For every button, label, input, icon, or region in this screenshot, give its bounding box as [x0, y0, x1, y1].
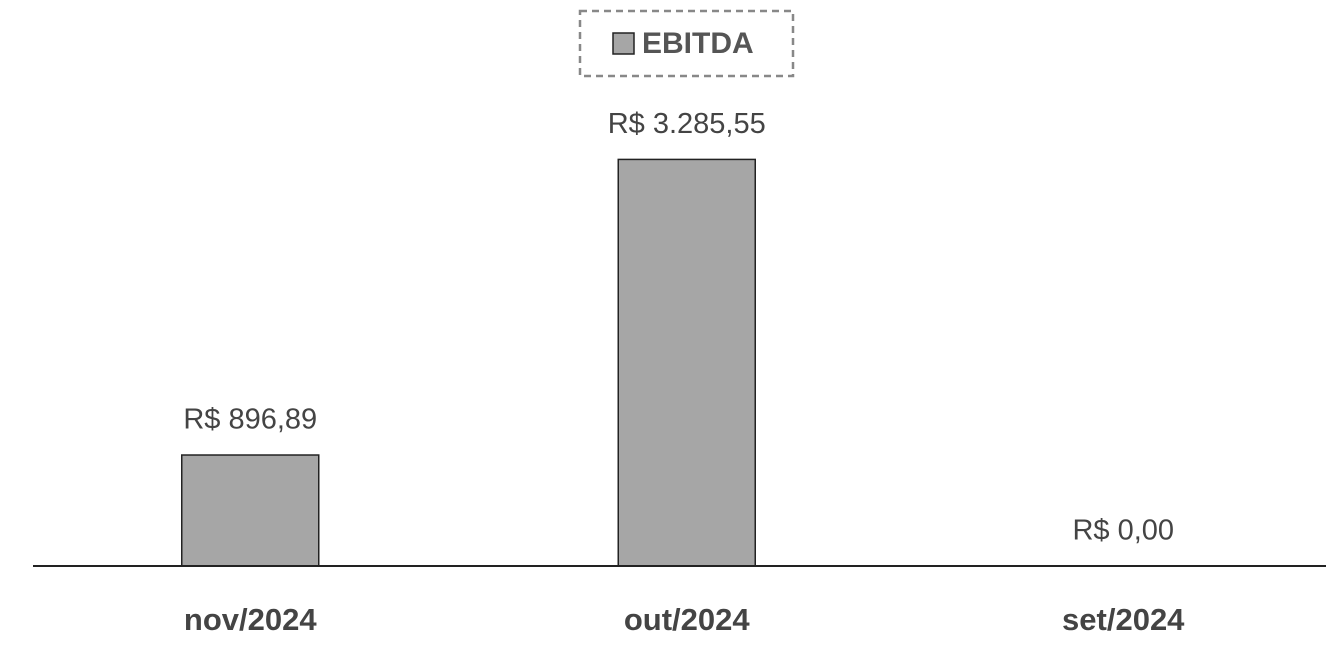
legend-box: [578, 9, 795, 78]
value-label: R$ 0,00: [1072, 515, 1174, 547]
value-label: R$ 896,89: [183, 404, 317, 436]
legend-label: EBITDA: [642, 27, 754, 60]
x-tick-label: out/2024: [624, 602, 751, 637]
x-tick-label: set/2024: [1062, 602, 1185, 637]
bar: [181, 454, 320, 567]
x-tick-label: nov/2024: [184, 602, 317, 637]
bar: [617, 158, 756, 567]
legend-swatch: [612, 32, 635, 55]
value-label: R$ 3.285,55: [608, 108, 766, 140]
